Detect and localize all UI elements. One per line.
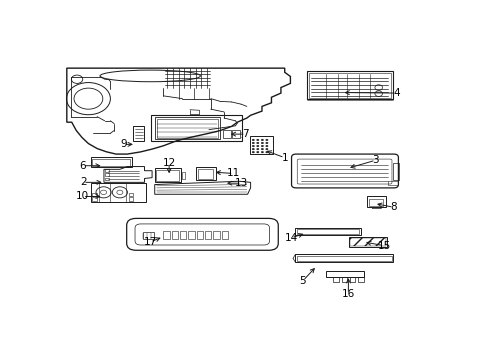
Bar xyxy=(309,73,390,98)
Bar xyxy=(249,136,272,154)
Bar xyxy=(92,158,130,166)
Text: 13: 13 xyxy=(235,178,248,188)
Circle shape xyxy=(256,142,259,144)
Text: 2: 2 xyxy=(80,177,86,187)
Circle shape xyxy=(265,145,267,147)
Text: 3: 3 xyxy=(371,155,378,165)
Bar xyxy=(232,130,240,138)
Circle shape xyxy=(252,139,254,141)
Text: 9: 9 xyxy=(120,139,126,149)
Bar xyxy=(128,193,133,196)
Bar xyxy=(198,169,213,179)
Circle shape xyxy=(252,148,254,150)
Bar xyxy=(92,193,97,196)
Text: 7: 7 xyxy=(242,129,248,139)
Text: 12: 12 xyxy=(162,158,175,168)
Bar xyxy=(358,278,363,282)
Bar xyxy=(104,174,109,176)
Text: 4: 4 xyxy=(392,88,399,98)
Bar xyxy=(368,199,383,206)
Bar xyxy=(133,126,144,141)
Bar xyxy=(341,278,346,282)
Bar xyxy=(392,163,398,180)
Text: 1: 1 xyxy=(281,153,287,163)
Text: 16: 16 xyxy=(341,289,354,299)
Bar xyxy=(180,231,186,239)
Bar xyxy=(90,157,131,167)
Bar xyxy=(92,197,97,201)
Bar xyxy=(295,228,360,235)
Bar xyxy=(213,231,219,239)
Circle shape xyxy=(252,151,254,153)
Bar xyxy=(142,232,154,239)
Circle shape xyxy=(265,148,267,150)
Text: 11: 11 xyxy=(226,168,240,179)
Bar xyxy=(155,117,219,139)
Circle shape xyxy=(265,142,267,144)
Circle shape xyxy=(265,151,267,153)
Circle shape xyxy=(252,142,254,144)
Circle shape xyxy=(256,151,259,153)
Bar xyxy=(154,168,180,182)
Text: 10: 10 xyxy=(76,192,89,202)
Bar xyxy=(104,177,109,180)
Bar xyxy=(128,197,133,201)
Circle shape xyxy=(265,139,267,141)
Circle shape xyxy=(261,145,263,147)
Bar xyxy=(296,229,358,234)
Bar xyxy=(366,196,385,207)
Bar xyxy=(296,256,391,261)
Circle shape xyxy=(261,139,263,141)
Circle shape xyxy=(252,145,254,147)
Bar xyxy=(326,271,364,278)
Text: 17: 17 xyxy=(143,237,157,247)
Text: 5: 5 xyxy=(299,276,305,286)
Text: 15: 15 xyxy=(377,240,390,251)
Bar xyxy=(196,231,203,239)
Circle shape xyxy=(256,139,259,141)
Circle shape xyxy=(261,148,263,150)
Bar xyxy=(90,183,145,202)
Bar xyxy=(181,172,185,179)
Circle shape xyxy=(256,148,259,150)
Bar xyxy=(222,231,227,239)
Bar xyxy=(387,181,398,185)
Circle shape xyxy=(261,151,263,153)
Bar xyxy=(349,278,354,282)
Bar xyxy=(349,238,385,246)
Text: 8: 8 xyxy=(390,202,396,212)
Text: 6: 6 xyxy=(79,161,86,171)
Bar xyxy=(295,255,392,262)
Bar xyxy=(171,231,178,239)
Circle shape xyxy=(261,142,263,144)
Bar xyxy=(151,115,242,141)
Bar xyxy=(307,72,392,99)
Bar xyxy=(332,278,338,282)
Text: 14: 14 xyxy=(284,233,297,243)
Bar xyxy=(196,167,216,180)
Bar xyxy=(188,231,194,239)
Bar xyxy=(163,231,169,239)
Bar xyxy=(104,169,109,172)
Bar xyxy=(348,237,386,247)
Bar xyxy=(223,130,230,138)
Circle shape xyxy=(256,145,259,147)
Bar xyxy=(156,170,179,181)
Bar xyxy=(205,231,211,239)
Bar xyxy=(156,119,218,138)
